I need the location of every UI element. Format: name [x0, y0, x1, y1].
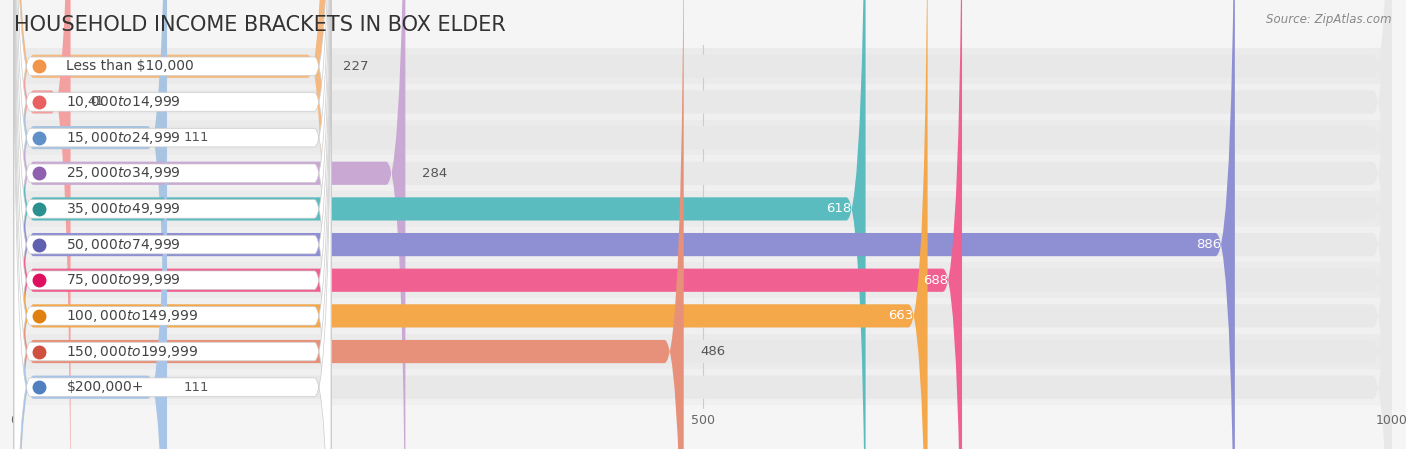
FancyBboxPatch shape — [14, 0, 1392, 449]
Text: 486: 486 — [700, 345, 725, 358]
Text: $10,000 to $14,999: $10,000 to $14,999 — [66, 94, 181, 110]
Text: 886: 886 — [1197, 238, 1220, 251]
FancyBboxPatch shape — [14, 0, 1234, 449]
FancyBboxPatch shape — [14, 0, 330, 449]
Text: $150,000 to $199,999: $150,000 to $199,999 — [66, 343, 198, 360]
Text: $200,000+: $200,000+ — [66, 380, 143, 394]
Text: Source: ZipAtlas.com: Source: ZipAtlas.com — [1267, 13, 1392, 26]
Bar — [14, 370, 1392, 405]
FancyBboxPatch shape — [14, 0, 330, 449]
FancyBboxPatch shape — [14, 0, 1392, 449]
FancyBboxPatch shape — [14, 0, 1392, 449]
FancyBboxPatch shape — [14, 0, 962, 449]
FancyBboxPatch shape — [14, 0, 928, 449]
FancyBboxPatch shape — [14, 0, 1392, 449]
Bar — [14, 334, 1392, 370]
Bar — [14, 120, 1392, 155]
Bar — [14, 227, 1392, 262]
Text: 284: 284 — [422, 167, 447, 180]
FancyBboxPatch shape — [14, 0, 167, 449]
FancyBboxPatch shape — [14, 0, 330, 449]
FancyBboxPatch shape — [14, 0, 330, 449]
FancyBboxPatch shape — [14, 0, 330, 449]
Bar — [14, 191, 1392, 227]
FancyBboxPatch shape — [14, 0, 1392, 449]
Text: 111: 111 — [184, 381, 209, 394]
Text: 663: 663 — [889, 309, 914, 322]
Text: 688: 688 — [924, 274, 948, 287]
FancyBboxPatch shape — [14, 0, 866, 449]
FancyBboxPatch shape — [14, 0, 683, 449]
Text: $100,000 to $149,999: $100,000 to $149,999 — [66, 308, 198, 324]
Text: $75,000 to $99,999: $75,000 to $99,999 — [66, 272, 181, 288]
Bar — [14, 155, 1392, 191]
Text: $25,000 to $34,999: $25,000 to $34,999 — [66, 165, 181, 181]
Text: 111: 111 — [184, 131, 209, 144]
FancyBboxPatch shape — [14, 0, 1392, 449]
FancyBboxPatch shape — [14, 0, 330, 449]
Bar — [14, 262, 1392, 298]
Text: HOUSEHOLD INCOME BRACKETS IN BOX ELDER: HOUSEHOLD INCOME BRACKETS IN BOX ELDER — [14, 15, 506, 35]
Text: Less than $10,000: Less than $10,000 — [66, 59, 194, 73]
FancyBboxPatch shape — [14, 0, 405, 449]
Text: $35,000 to $49,999: $35,000 to $49,999 — [66, 201, 181, 217]
FancyBboxPatch shape — [14, 0, 70, 449]
Bar — [14, 48, 1392, 84]
FancyBboxPatch shape — [14, 0, 1392, 449]
FancyBboxPatch shape — [14, 0, 167, 449]
Bar — [14, 298, 1392, 334]
Text: $15,000 to $24,999: $15,000 to $24,999 — [66, 130, 181, 145]
FancyBboxPatch shape — [14, 0, 1392, 449]
Text: 618: 618 — [827, 202, 852, 216]
FancyBboxPatch shape — [14, 0, 330, 449]
Text: 227: 227 — [343, 60, 368, 73]
FancyBboxPatch shape — [14, 0, 1392, 449]
FancyBboxPatch shape — [14, 0, 1392, 449]
FancyBboxPatch shape — [14, 0, 330, 449]
Text: 41: 41 — [87, 96, 104, 109]
Bar — [14, 84, 1392, 120]
FancyBboxPatch shape — [14, 0, 330, 449]
Text: $50,000 to $74,999: $50,000 to $74,999 — [66, 237, 181, 253]
FancyBboxPatch shape — [14, 0, 326, 449]
FancyBboxPatch shape — [14, 0, 330, 449]
